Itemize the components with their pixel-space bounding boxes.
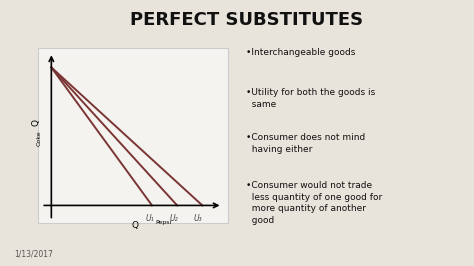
Text: •Consumer does not mind
  having either: •Consumer does not mind having either xyxy=(246,133,366,154)
Text: •Utility for both the goods is
  same: •Utility for both the goods is same xyxy=(246,88,376,109)
Text: •Interchangeable goods: •Interchangeable goods xyxy=(246,48,356,57)
Text: Q: Q xyxy=(132,221,139,230)
Text: Coke: Coke xyxy=(37,130,42,146)
Text: •Consumer would not trade
  less quantity of one good for
  more quantity of ano: •Consumer would not trade less quantity … xyxy=(246,181,383,225)
Text: Q: Q xyxy=(31,119,40,126)
Text: 1/13/2017: 1/13/2017 xyxy=(14,249,53,258)
Text: Pepsi: Pepsi xyxy=(155,220,172,225)
Text: U₃: U₃ xyxy=(194,214,202,223)
Text: PERFECT SUBSTITUTES: PERFECT SUBSTITUTES xyxy=(130,11,363,29)
Text: U₂: U₂ xyxy=(170,214,178,223)
Text: U₁: U₁ xyxy=(145,214,154,223)
